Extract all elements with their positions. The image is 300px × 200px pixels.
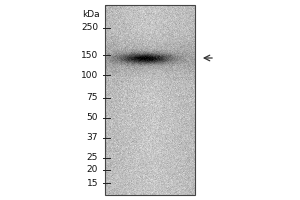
Text: 75: 75 (86, 94, 98, 102)
Text: kDa: kDa (82, 10, 100, 19)
Bar (105, 5, 195, 195)
Text: 15: 15 (86, 178, 98, 188)
Text: 100: 100 (81, 71, 98, 79)
Text: 20: 20 (87, 166, 98, 174)
Text: 150: 150 (81, 50, 98, 60)
Text: 37: 37 (86, 134, 98, 142)
Text: 50: 50 (86, 114, 98, 122)
Text: 250: 250 (81, 23, 98, 32)
Text: 25: 25 (87, 154, 98, 162)
